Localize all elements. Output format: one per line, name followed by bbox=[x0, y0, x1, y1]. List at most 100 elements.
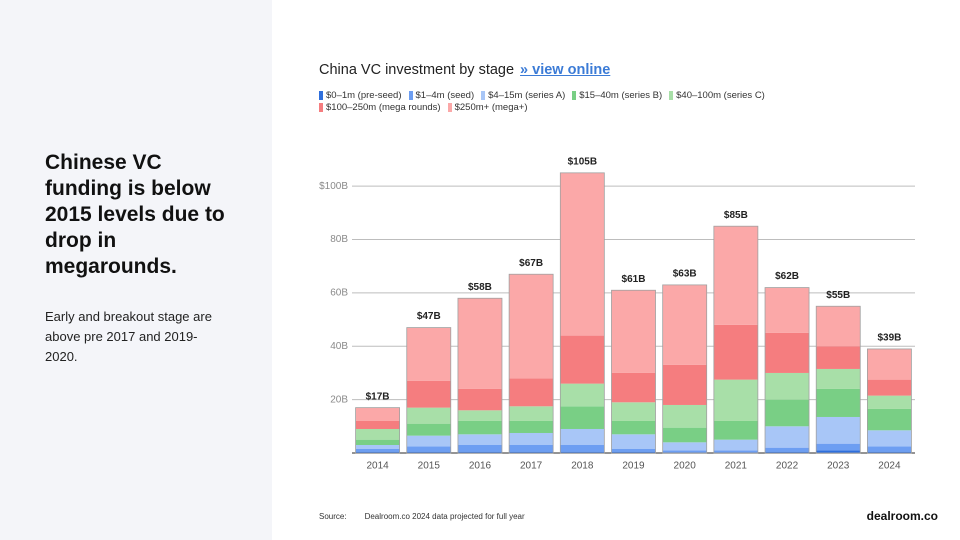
bar-segment bbox=[611, 372, 656, 403]
x-tick-label: 2016 bbox=[469, 461, 492, 472]
legend-item: $15–40m (series B) bbox=[572, 90, 662, 101]
x-tick-label: 2017 bbox=[520, 461, 543, 472]
bar-outline bbox=[713, 225, 759, 454]
bar-segment bbox=[560, 172, 605, 336]
legend-swatch bbox=[319, 103, 323, 112]
x-tick-label: 2022 bbox=[776, 461, 799, 472]
total-label: $63B bbox=[673, 269, 697, 280]
bar-segment bbox=[509, 432, 554, 445]
bar-segment bbox=[560, 406, 605, 429]
bar-segment bbox=[355, 451, 400, 453]
bar-segment bbox=[765, 287, 810, 333]
bar-segment bbox=[765, 332, 810, 373]
bar-segment bbox=[765, 447, 810, 452]
bar-segment bbox=[457, 444, 502, 452]
bar-segment bbox=[662, 450, 707, 453]
bar-segment bbox=[816, 450, 861, 453]
legend-item: $1–4m (seed) bbox=[408, 90, 474, 101]
source-text: Dealroom.co 2024 data projected for full… bbox=[364, 512, 525, 521]
left-panel: Chinese VC funding is below 2015 levels … bbox=[0, 0, 272, 540]
y-tick-label: 40B bbox=[330, 341, 348, 352]
bar-segment bbox=[509, 406, 554, 421]
legend-swatch bbox=[408, 91, 413, 100]
bar-segment bbox=[406, 380, 451, 408]
bar-segment bbox=[713, 452, 758, 453]
total-label: $58B bbox=[468, 282, 492, 293]
bar-segment bbox=[816, 388, 861, 417]
bar-segment bbox=[816, 416, 861, 444]
y-tick-label: $100B bbox=[319, 181, 348, 192]
x-tick-label: 2014 bbox=[366, 461, 389, 472]
bar-segment bbox=[713, 420, 758, 440]
bar-outline bbox=[815, 305, 861, 454]
bar-segment bbox=[457, 410, 502, 421]
bar-segment bbox=[457, 298, 502, 389]
bar-segment bbox=[662, 427, 707, 443]
bar-segment bbox=[611, 420, 656, 435]
bar-segment bbox=[406, 451, 451, 453]
bar-segment bbox=[406, 446, 451, 452]
legend-swatch bbox=[319, 91, 323, 100]
bar-outline bbox=[764, 287, 810, 454]
bar-segment bbox=[560, 451, 605, 453]
x-tick-label: 2019 bbox=[622, 461, 645, 472]
bar-segment bbox=[355, 448, 400, 452]
bar-segment bbox=[457, 451, 502, 453]
bar-segment bbox=[406, 327, 451, 381]
bar-segment bbox=[611, 434, 656, 449]
bar-segment bbox=[713, 439, 758, 451]
legend-swatch bbox=[572, 91, 577, 100]
bar-segment bbox=[611, 451, 656, 453]
bar-segment bbox=[816, 306, 861, 347]
total-label: $39B bbox=[877, 333, 901, 344]
bar-segment bbox=[457, 434, 502, 445]
bar-segment bbox=[867, 446, 912, 452]
bar-outline bbox=[867, 348, 912, 454]
total-label: $47B bbox=[417, 311, 441, 322]
x-tick-label: 2023 bbox=[827, 461, 850, 472]
bar-segment bbox=[509, 451, 554, 453]
y-tick-label: 80B bbox=[330, 234, 348, 245]
bar-segment bbox=[509, 420, 554, 433]
legend-swatch bbox=[481, 91, 486, 100]
total-label: $55B bbox=[826, 290, 850, 301]
bar-segment bbox=[713, 379, 758, 421]
bar-outline bbox=[662, 284, 708, 454]
bar-segment bbox=[765, 372, 810, 400]
legend-label: $100–250m (mega rounds) bbox=[326, 102, 441, 113]
bar-segment bbox=[765, 426, 810, 448]
bar-outline bbox=[406, 327, 452, 454]
bar-segment bbox=[560, 335, 605, 384]
x-tick-label: 2021 bbox=[725, 461, 748, 472]
y-tick-label: 60B bbox=[330, 288, 348, 299]
bar-segment bbox=[816, 368, 861, 389]
x-tick-label: 2020 bbox=[674, 461, 697, 472]
bar-segment bbox=[509, 274, 554, 379]
bar-segment bbox=[509, 378, 554, 407]
source: Source: Dealroom.co 2024 data projected f… bbox=[319, 512, 525, 521]
bar-segment bbox=[765, 451, 810, 453]
bar-segment bbox=[713, 226, 758, 325]
bar-outline bbox=[508, 273, 554, 454]
bar-outline bbox=[457, 297, 503, 454]
bar-outline bbox=[611, 289, 656, 454]
bar-segment bbox=[867, 379, 912, 396]
logo: dealroom.co bbox=[866, 509, 938, 523]
bar-segment bbox=[765, 399, 810, 427]
bar-segment bbox=[662, 364, 707, 405]
bar-segment bbox=[509, 444, 554, 452]
bar-segment bbox=[560, 383, 605, 407]
bar-segment bbox=[355, 444, 400, 449]
view-online-link[interactable]: » view online bbox=[520, 62, 611, 78]
x-tick-label: 2015 bbox=[418, 461, 441, 472]
bar-segment bbox=[867, 408, 912, 431]
bar-segment bbox=[355, 407, 400, 421]
legend-item: $4–15m (series A) bbox=[481, 90, 565, 101]
bar-segment bbox=[406, 423, 451, 436]
chart-title: China VC investment by stage bbox=[319, 62, 515, 78]
bar-segment bbox=[713, 450, 758, 453]
bar-segment bbox=[662, 404, 707, 428]
y-tick-label: 20B bbox=[330, 394, 348, 405]
